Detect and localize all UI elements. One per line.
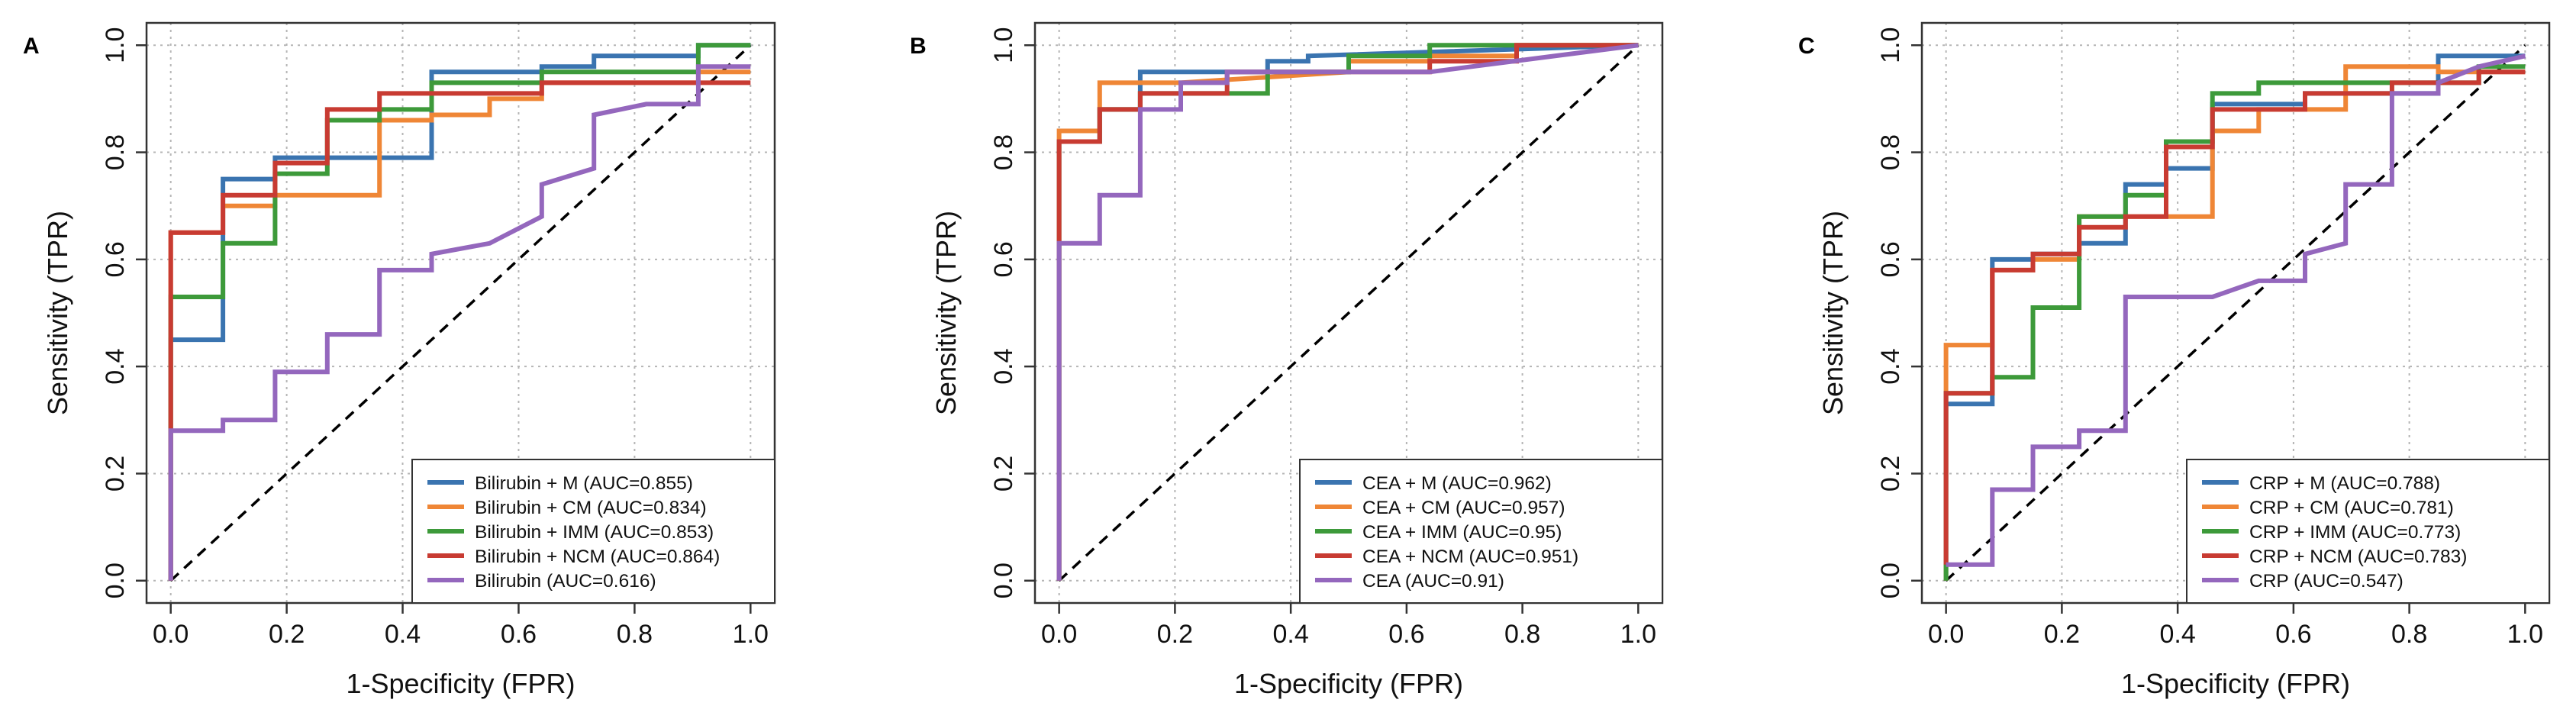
y-tick-label: 0.8 bbox=[989, 134, 1018, 170]
y-tick-label: 0.0 bbox=[101, 563, 130, 598]
legend-entry: Bilirubin (AUC=0.616) bbox=[475, 571, 656, 592]
x-tick-label: 0.8 bbox=[1504, 620, 1540, 649]
x-tick-label: 0.8 bbox=[2391, 620, 2427, 649]
legend-entry: CEA + CM (AUC=0.957) bbox=[1362, 498, 1565, 518]
x-tick-label: 1.0 bbox=[2507, 620, 2543, 649]
y-axis: 0.0 0.2 0.4 0.6 0.8 1.0 bbox=[1876, 27, 1922, 598]
legend: CEA + M (AUC=0.962) CEA + CM (AUC=0.957) C… bbox=[1299, 459, 1663, 604]
x-tick-label: 0.0 bbox=[1928, 620, 1964, 649]
x-axis-title: 1-Specificity (FPR) bbox=[2121, 668, 2350, 699]
x-tick-label: 0.6 bbox=[1388, 620, 1424, 649]
x-tick-label: 1.0 bbox=[733, 620, 769, 649]
diagonal-reference-line bbox=[169, 44, 752, 582]
x-tick-label: 0.6 bbox=[2275, 620, 2311, 649]
legend-entry: CRP + CM (AUC=0.781) bbox=[2249, 498, 2454, 518]
legend-box bbox=[2186, 459, 2550, 604]
legend-entry: CEA + NCM (AUC=0.951) bbox=[1362, 547, 1578, 567]
y-axis: 0.0 0.2 0.4 0.6 0.8 1.0 bbox=[989, 27, 1035, 598]
y-tick-label: 0.2 bbox=[1876, 456, 1905, 492]
legend-entry: Bilirubin + IMM (AUC=0.853) bbox=[475, 522, 714, 543]
y-tick-label: 1.0 bbox=[1876, 27, 1905, 63]
legend-box bbox=[411, 459, 775, 604]
x-tick-label: 0.2 bbox=[269, 620, 305, 649]
panel-letter: B bbox=[910, 34, 927, 59]
legend-entry: Bilirubin + CM (AUC=0.834) bbox=[475, 498, 707, 518]
x-tick-label: 0.6 bbox=[501, 620, 537, 649]
x-axis-title: 1-Specificity (FPR) bbox=[346, 668, 575, 699]
y-tick-label: 0.2 bbox=[101, 456, 130, 492]
legend-entry: CEA + M (AUC=0.962) bbox=[1362, 473, 1552, 494]
y-tick-label: 0.2 bbox=[989, 456, 1018, 492]
y-tick-label: 0.0 bbox=[1876, 563, 1905, 598]
y-tick-label: 0.4 bbox=[101, 349, 130, 385]
diagonal-reference-line bbox=[1945, 44, 2526, 582]
x-axis: 0.0 0.2 0.4 0.6 0.8 1.0 bbox=[1041, 603, 1656, 649]
roc-series-line bbox=[1946, 53, 2526, 567]
x-tick-label: 1.0 bbox=[1620, 620, 1656, 649]
legend-entry: CRP + M (AUC=0.788) bbox=[2249, 473, 2440, 494]
x-axis: 0.0 0.2 0.4 0.6 0.8 1.0 bbox=[153, 603, 769, 649]
roc-series-line bbox=[168, 80, 751, 581]
x-tick-label: 0.2 bbox=[2044, 620, 2080, 649]
roc-series-line bbox=[168, 43, 751, 581]
panel-c: C 0.0 0.2 0.4 0.6 0.8 1.0 0.0 0.2 0.4 0.6 0.8 1.0 1-S… bbox=[1798, 21, 2551, 699]
diagonal-reference-line bbox=[1058, 44, 1639, 582]
x-tick-label: 0.8 bbox=[617, 620, 653, 649]
roc-series-line bbox=[1056, 43, 1639, 581]
x-tick-label: 0.0 bbox=[1041, 620, 1077, 649]
y-axis-title: Sensitivity (TPR) bbox=[1817, 211, 1849, 415]
y-axis: 0.0 0.2 0.4 0.6 0.8 1.0 bbox=[101, 27, 147, 598]
y-tick-label: 1.0 bbox=[989, 27, 1018, 63]
roc-series-line bbox=[1943, 64, 2526, 581]
legend-entry: CEA + IMM (AUC=0.95) bbox=[1362, 522, 1562, 543]
y-tick-label: 0.4 bbox=[1876, 349, 1905, 385]
y-axis-title: Sensitivity (TPR) bbox=[930, 211, 962, 415]
panel-b: B 0.0 0.2 0.4 0.6 0.8 1.0 0.0 0.2 0.4 0.6 0.8 1.0 1-S… bbox=[910, 21, 1664, 699]
legend-entry: Bilirubin + M (AUC=0.855) bbox=[475, 473, 693, 494]
x-tick-label: 0.2 bbox=[1157, 620, 1193, 649]
y-tick-label: 0.4 bbox=[989, 349, 1018, 385]
y-axis-title: Sensitivity (TPR) bbox=[42, 211, 73, 415]
legend: Bilirubin + M (AUC=0.855) Bilirubin + CM … bbox=[411, 459, 775, 604]
x-axis-title: 1-Specificity (FPR) bbox=[1234, 668, 1463, 699]
y-tick-label: 0.6 bbox=[989, 241, 1018, 277]
x-tick-label: 0.4 bbox=[385, 620, 421, 649]
x-tick-label: 0.4 bbox=[1272, 620, 1308, 649]
x-tick-label: 0.4 bbox=[2159, 620, 2195, 649]
roc-series-line bbox=[168, 64, 751, 581]
legend: CRP + M (AUC=0.788) CRP + CM (AUC=0.781) C… bbox=[2186, 459, 2550, 604]
legend-entry: CRP + NCM (AUC=0.783) bbox=[2249, 547, 2467, 567]
y-tick-label: 1.0 bbox=[101, 27, 130, 63]
panel-a: A 0.0 0.2 0.4 0.6 0.8 1.0 0.0 0.2 0.4 0.6 0.8 1.0 1-S… bbox=[23, 21, 776, 699]
legend-entry: CRP (AUC=0.547) bbox=[2249, 571, 2404, 592]
y-tick-label: 0.0 bbox=[989, 563, 1018, 598]
y-tick-label: 0.6 bbox=[101, 241, 130, 277]
legend-entry: CEA (AUC=0.91) bbox=[1362, 571, 1504, 592]
x-tick-label: 0.0 bbox=[153, 620, 189, 649]
roc-series-line bbox=[1943, 69, 2526, 565]
legend-box bbox=[1299, 459, 1663, 604]
panel-letter: C bbox=[1798, 34, 1815, 59]
panel-letter: A bbox=[23, 34, 40, 59]
legend-entry: CRP + IMM (AUC=0.773) bbox=[2249, 522, 2461, 543]
y-tick-label: 0.8 bbox=[101, 134, 130, 170]
x-axis: 0.0 0.2 0.4 0.6 0.8 1.0 bbox=[1928, 603, 2543, 649]
y-tick-label: 0.8 bbox=[1876, 134, 1905, 170]
legend-entry: Bilirubin + NCM (AUC=0.864) bbox=[475, 547, 720, 567]
y-tick-label: 0.6 bbox=[1876, 241, 1905, 277]
